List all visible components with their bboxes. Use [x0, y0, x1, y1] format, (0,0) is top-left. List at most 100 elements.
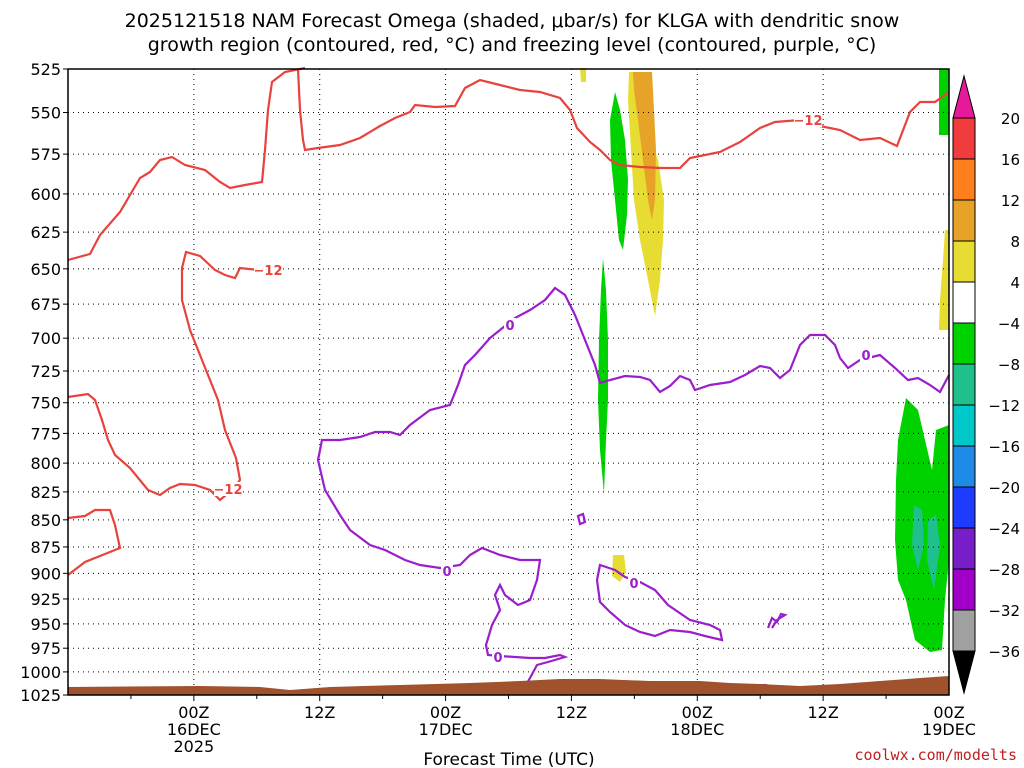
omega-shade-green-upper [610, 92, 628, 250]
y-tick-label: 1025 [20, 686, 61, 705]
purple-contour-label: 0 [861, 349, 870, 364]
x-tick-label: 00Z [682, 703, 713, 722]
purple-contour-label: 0 [493, 651, 502, 666]
x-tick-label: 12Z [556, 703, 587, 722]
red-contour-label: −12 [794, 114, 823, 129]
x-tick-label: 12Z [304, 703, 335, 722]
omega-shade-green-mid [598, 258, 608, 494]
y-tick-label: 900 [30, 564, 61, 583]
chart-title-line1: 2025121518 NAM Forecast Omega (shaded, μ… [125, 10, 900, 32]
y-tick-label: 525 [30, 60, 61, 79]
colorbar-tick-label: −12 [988, 397, 1020, 415]
colorbar-tick-label: 12 [1001, 192, 1020, 210]
colorbar-swatch [952, 158, 976, 201]
x-tick-label: 17DEC [419, 720, 473, 739]
y-axis: 525 550 575 600 625 650 675 700 725 750 775 800 825 8… [20, 60, 68, 705]
terrain-fill [68, 676, 949, 695]
y-tick-label: 800 [30, 454, 61, 473]
x-axis-label: Forecast Time (UTC) [423, 750, 594, 768]
red-contour-lower [67, 508, 122, 576]
colorbar-swatch [952, 486, 976, 529]
colorbar-tick-label: 4 [1010, 274, 1020, 292]
colorbar-under-triangle [952, 650, 976, 695]
colorbar-tick-label: −8 [998, 356, 1020, 374]
colorbar-swatch [952, 240, 976, 283]
colorbar-swatch [952, 445, 976, 488]
colorbar-tick-label: −24 [988, 520, 1020, 538]
y-tick-label: 575 [30, 145, 61, 164]
colorbar-tick-label: −32 [988, 602, 1020, 620]
red-contour-upper [67, 66, 306, 262]
red-contour-label: −12 [254, 264, 283, 279]
x-tick-label: 18DEC [670, 720, 724, 739]
omega-shading [580, 68, 949, 652]
y-tick-label: 550 [30, 104, 61, 123]
y-tick-label: 700 [30, 329, 61, 348]
y-tick-label: 725 [30, 362, 61, 381]
credit-text: coolwx.com/modelts [854, 746, 1017, 764]
colorbar-swatch [952, 363, 976, 406]
contour-labels: −12 −12 −12 0 0 0 0 0 [214, 113, 872, 666]
purple-contour-lower-right [595, 563, 724, 642]
x-tick-label: 12Z [807, 703, 838, 722]
x-tick-label: 00Z [178, 703, 209, 722]
colorbar-swatch [952, 199, 976, 242]
colorbar-swatch [952, 609, 976, 652]
x-tick-label: 19DEC [922, 720, 976, 739]
plot-background [68, 69, 949, 695]
colorbar-swatch [952, 527, 976, 570]
colorbar-swatch [952, 322, 976, 365]
colorbar-swatch [952, 117, 976, 160]
red-contour-mid [67, 250, 259, 502]
colorbar-tick-label: −28 [988, 561, 1020, 579]
colorbar-tick-label: −4 [998, 315, 1020, 333]
omega-shade-orange [633, 72, 656, 220]
red-contour-label-bg [214, 482, 242, 496]
colorbar-tick-label: −16 [988, 438, 1020, 456]
purple-contour-label: 0 [629, 577, 638, 592]
colorbar-tick-label: −20 [988, 479, 1020, 497]
omega-shade-yellow-right [939, 230, 949, 330]
y-tick-label: 950 [30, 615, 61, 634]
purple-contour-label-bg [441, 564, 453, 578]
purple-contour-label-bg [504, 318, 516, 332]
purple-contour-squiggle [766, 612, 788, 629]
omega-shade-yellow-top [580, 68, 586, 82]
colorbar-tick-label: 16 [1001, 151, 1020, 169]
omega-shade-green-right-top [939, 69, 949, 135]
red-contour-label-bg [254, 263, 282, 277]
y-tick-label: 600 [30, 185, 61, 204]
colorbar-over-triangle [952, 74, 976, 119]
x-tick-label: 00Z [933, 703, 964, 722]
purple-contour-label-bg [860, 348, 872, 362]
dendritic-growth-contours [67, 66, 950, 576]
purple-contour-label: 0 [505, 319, 514, 334]
red-contour-label: −12 [214, 483, 243, 498]
omega-shade-yellow-left [628, 72, 664, 316]
x-tick-label: 16DEC [167, 720, 221, 739]
x-tick-label: 00Z [430, 703, 461, 722]
y-tick-label: 975 [30, 639, 61, 658]
x-tick-label: 2025 [173, 737, 214, 756]
freezing-level-contours [316, 286, 950, 696]
purple-contour-label-bg [628, 576, 640, 590]
y-tick-label: 775 [30, 424, 61, 443]
omega-shade-teal-patch-2 [927, 515, 940, 590]
red-contour-second [296, 68, 950, 170]
y-tick-label: 825 [30, 483, 61, 502]
purple-contour-label: 0 [442, 565, 451, 580]
red-contour-label-bg [794, 113, 822, 127]
y-tick-label: 750 [30, 394, 61, 413]
colorbar: 20 16 12 8 4 −4 −8 −12 −16 −20 −24 −28 −32 −36 [952, 74, 1020, 695]
colorbar-tick-label: 8 [1010, 233, 1020, 251]
y-tick-label: 675 [30, 295, 61, 314]
y-tick-label: 1000 [20, 663, 61, 682]
y-tick-label: 625 [30, 223, 61, 242]
y-tick-label: 850 [30, 511, 61, 530]
purple-contour-small-blob [576, 512, 587, 526]
purple-contour-main [316, 286, 950, 696]
colorbar-tick-label: −36 [988, 643, 1020, 661]
omega-shade-teal-patch-1 [912, 505, 924, 570]
